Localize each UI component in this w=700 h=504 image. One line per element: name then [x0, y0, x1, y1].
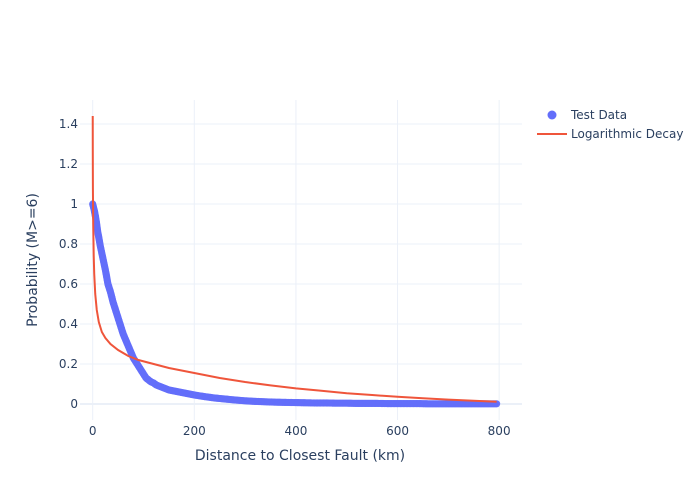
- legend: Test Data Logarithmic Decay: [537, 108, 683, 141]
- legend-item-test-data[interactable]: Test Data: [547, 108, 628, 122]
- x-tick-label: 400: [284, 424, 307, 438]
- x-tick-label: 600: [386, 424, 409, 438]
- legend-marker-test-data: [547, 110, 557, 120]
- x-tick-label: 0: [89, 424, 97, 438]
- x-tick-label: 200: [183, 424, 206, 438]
- y-tick-label: 0.2: [59, 357, 78, 371]
- y-tick-label: 1.4: [59, 117, 78, 131]
- y-tick-label: 1.2: [59, 157, 78, 171]
- y-tick-label: 0: [70, 397, 78, 411]
- axis-layer: 0 200 400 600 800 0 0.2 0.4 0.6 0.8 1 1.2 1.4: [59, 117, 511, 438]
- x-tick-label: 800: [488, 424, 511, 438]
- data-layer: [89, 115, 501, 408]
- x-axis-title: Distance to Closest Fault (km): [195, 448, 405, 464]
- y-tick-label: 0.8: [59, 237, 78, 251]
- y-axis-title: Probability (M>=6): [25, 193, 41, 327]
- legend-item-logarithmic-decay[interactable]: Logarithmic Decay: [537, 127, 683, 141]
- y-tick-label: 0.4: [59, 317, 78, 331]
- y-tick-label: 1: [70, 197, 78, 211]
- series-logarithmic-decay-line[interactable]: [91, 115, 497, 403]
- y-tick-label: 0.6: [59, 277, 78, 291]
- legend-label-logarithmic-decay: Logarithmic Decay: [571, 127, 683, 141]
- series-test-data: [89, 200, 501, 408]
- legend-label-test-data: Test Data: [570, 108, 627, 122]
